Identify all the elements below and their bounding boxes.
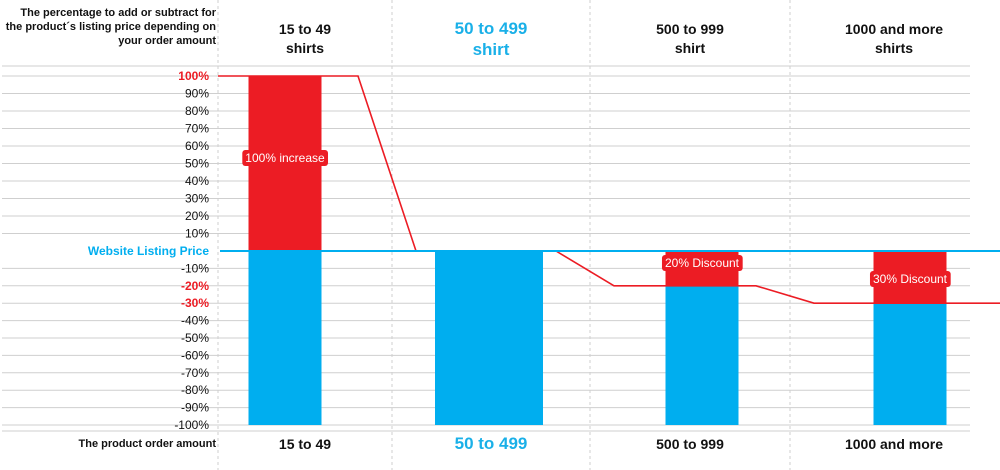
y-tick-label: 60% xyxy=(185,139,209,153)
y-tick-label: 30% xyxy=(185,192,209,206)
annotation-background xyxy=(661,255,743,271)
chart-title: The percentage to add or subtract for th… xyxy=(5,7,216,47)
y-tick-label: -60% xyxy=(181,348,209,362)
column-footer: 1000 and more xyxy=(844,436,944,452)
y-tick-label: -10% xyxy=(181,261,209,275)
y-tick-label: -50% xyxy=(181,331,209,345)
bar-base xyxy=(435,251,543,425)
bar-base xyxy=(248,251,322,425)
column-footer: 15 to 49 xyxy=(278,436,332,452)
y-tick-label: -70% xyxy=(181,366,209,380)
bar-annotation: 30% Discount xyxy=(873,272,948,286)
column-footer: 500 to 999 xyxy=(656,436,724,452)
x-axis-title: The product order amount xyxy=(78,438,217,450)
y-tick-label: 10% xyxy=(185,227,209,241)
y-tick-label: 50% xyxy=(185,157,209,171)
y-tick-label: 70% xyxy=(185,122,209,136)
column-header: 1000 and more shirts xyxy=(844,21,944,56)
annotation-background xyxy=(869,271,951,287)
price-line xyxy=(218,75,1000,305)
reference-label: Website Listing Price xyxy=(88,244,209,258)
y-tick-label: -40% xyxy=(181,314,209,328)
y-tick-label: 100% xyxy=(178,69,209,83)
y-tick-label: -90% xyxy=(181,401,209,415)
annotation-background xyxy=(242,150,329,166)
column-header: 500 to 999 shirt xyxy=(656,21,724,56)
bar-annotation: 100% increase xyxy=(245,151,325,165)
y-tick-label: 20% xyxy=(185,209,209,223)
y-tick-label: -20% xyxy=(181,279,209,293)
y-tick-label: -100% xyxy=(174,418,209,432)
column-header: 15 to 49 shirts xyxy=(278,21,332,56)
y-tick-label: 90% xyxy=(185,87,209,101)
y-tick-label: 40% xyxy=(185,174,209,188)
column-header: 50 to 499 shirt xyxy=(454,19,528,59)
column-footer: 50 to 499 xyxy=(454,434,528,453)
bar-annotation: 20% Discount xyxy=(665,256,740,270)
y-tick-label: -80% xyxy=(181,383,209,397)
y-tick-label: 80% xyxy=(185,104,209,118)
y-tick-label: -30% xyxy=(181,296,209,310)
